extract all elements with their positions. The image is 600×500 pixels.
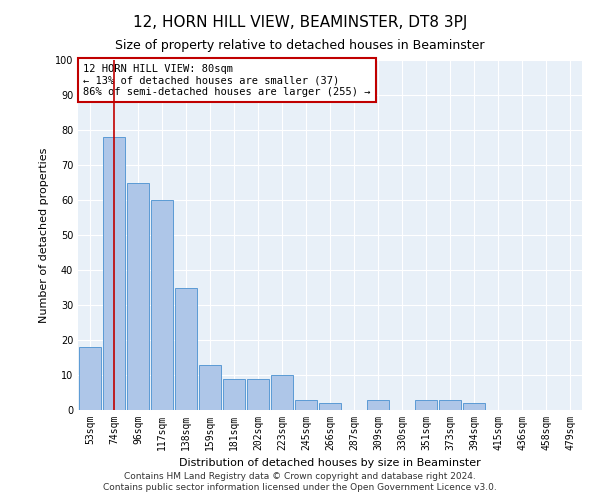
Bar	[367, 400, 389, 410]
Bar	[223, 378, 245, 410]
Text: Contains HM Land Registry data © Crown copyright and database right 2024.: Contains HM Land Registry data © Crown c…	[124, 472, 476, 481]
Bar	[79, 347, 101, 410]
Text: 12, HORN HILL VIEW, BEAMINSTER, DT8 3PJ: 12, HORN HILL VIEW, BEAMINSTER, DT8 3PJ	[133, 15, 467, 30]
Bar	[175, 288, 197, 410]
Text: Size of property relative to detached houses in Beaminster: Size of property relative to detached ho…	[115, 39, 485, 52]
Bar	[103, 137, 125, 410]
Bar	[415, 400, 437, 410]
Text: Contains public sector information licensed under the Open Government Licence v3: Contains public sector information licen…	[103, 483, 497, 492]
Bar	[127, 182, 149, 410]
Bar	[151, 200, 173, 410]
Bar	[295, 400, 317, 410]
Bar	[463, 403, 485, 410]
Bar	[319, 403, 341, 410]
Bar	[271, 375, 293, 410]
X-axis label: Distribution of detached houses by size in Beaminster: Distribution of detached houses by size …	[179, 458, 481, 468]
Y-axis label: Number of detached properties: Number of detached properties	[39, 148, 49, 322]
Bar	[247, 378, 269, 410]
Bar	[199, 364, 221, 410]
Text: 12 HORN HILL VIEW: 80sqm
← 13% of detached houses are smaller (37)
86% of semi-d: 12 HORN HILL VIEW: 80sqm ← 13% of detach…	[83, 64, 371, 96]
Bar	[439, 400, 461, 410]
